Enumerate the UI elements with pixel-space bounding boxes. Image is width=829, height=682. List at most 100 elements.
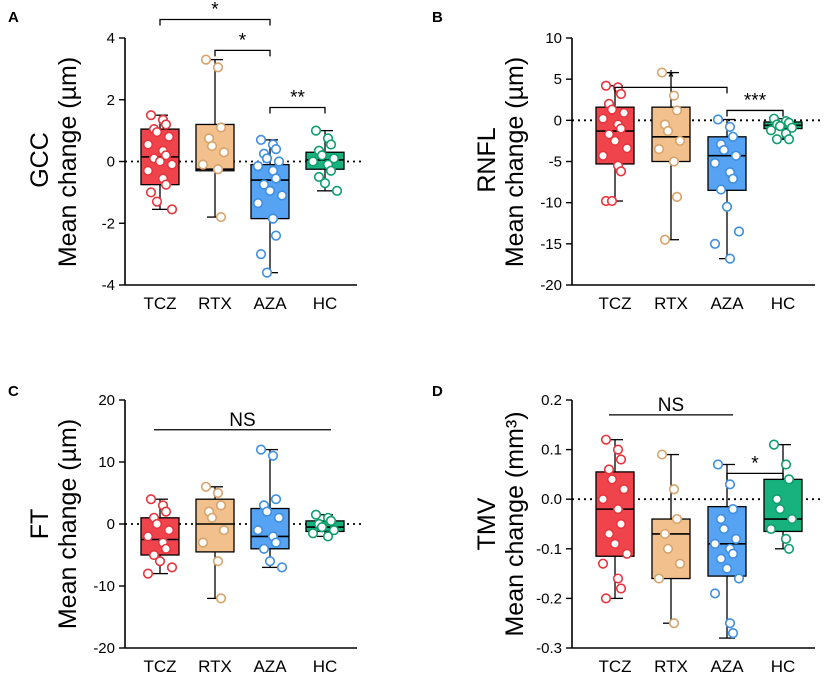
y-tick-label: -20: [93, 640, 115, 657]
data-point: [313, 171, 325, 183]
panel-letter: B: [432, 9, 443, 26]
data-point: [267, 450, 279, 461]
data-point: [328, 525, 340, 536]
x-tick-label: HC: [313, 657, 338, 676]
panel-letter: A: [8, 9, 19, 26]
y-axis-title: Mean change (mm³): [501, 411, 529, 636]
x-tick-label: AZA: [253, 294, 287, 313]
data-point: [603, 129, 615, 140]
data-point: [252, 198, 264, 209]
significance-label: **: [290, 87, 305, 108]
y-tick-label: -10: [540, 195, 562, 212]
y-axis-title: Mean change (µm): [54, 419, 82, 629]
y-tick-label: 0.0: [541, 491, 562, 508]
significance-bracket: [269, 106, 326, 114]
significance-bracket: [726, 472, 784, 480]
y-tick-label: -2: [102, 215, 115, 232]
data-point: [615, 166, 627, 177]
data-point: [674, 135, 686, 147]
data-point: [668, 90, 680, 101]
data-point: [145, 494, 157, 505]
significance-label: NS: [658, 395, 684, 416]
data-point: [774, 120, 786, 132]
data-point: [727, 548, 739, 559]
data-point: [160, 506, 172, 517]
data-point: [200, 54, 212, 65]
data-point: [618, 107, 630, 119]
panel-c: C FT Mean change (µm) -20 -10 0 10 20 TCZ RTX A…: [8, 383, 363, 676]
data-point: [316, 521, 328, 533]
data-point: [606, 474, 618, 485]
x-tick-label: HC: [771, 294, 796, 313]
data-point: [160, 150, 172, 161]
data-point: [600, 593, 612, 604]
data-point: [258, 543, 270, 554]
data-point: [771, 494, 783, 505]
x-tick-label: RTX: [198, 294, 232, 313]
x-tick-label: TCZ: [598, 657, 631, 676]
significance-bracket: [614, 86, 728, 94]
y-axis-title-top: RNFL: [473, 127, 501, 192]
data-point: [206, 512, 218, 523]
panel-letter: D: [432, 383, 443, 400]
data-point: [252, 525, 264, 536]
data-point: [709, 588, 721, 599]
data-point: [160, 179, 172, 190]
data-point: [774, 504, 786, 515]
data-point: [325, 515, 337, 527]
data-point: [197, 537, 209, 548]
data-point: [724, 253, 736, 264]
data-point: [718, 523, 730, 535]
data-point: [768, 439, 780, 450]
data-point: [600, 80, 612, 91]
data-point: [727, 504, 739, 515]
data-point: [615, 518, 627, 530]
data-point: [325, 165, 337, 176]
data-point: [674, 558, 686, 569]
data-point: [724, 479, 736, 490]
data-point: [612, 504, 624, 515]
data-point: [668, 484, 680, 495]
panel-b: B RNFL Mean change (µm) -20 -15 -10 -5 0 5 10 T…: [432, 9, 821, 313]
data-point: [273, 512, 285, 523]
data-point: [765, 125, 777, 136]
data-point: [273, 156, 285, 167]
data-point: [258, 179, 270, 190]
data-point: [606, 104, 618, 115]
data-point: [325, 139, 337, 150]
data-point: [218, 147, 230, 158]
data-point: [163, 525, 175, 536]
x-tick-label: AZA: [710, 294, 744, 313]
data-point: [148, 549, 160, 561]
y-tick-label: -20: [540, 277, 562, 294]
data-point: [160, 119, 172, 130]
y-tick-label: -0.3: [536, 640, 562, 657]
data-point: [712, 114, 724, 125]
data-point: [606, 195, 618, 207]
data-point: [252, 161, 264, 172]
data-point: [786, 513, 798, 525]
data-point: [267, 213, 279, 224]
data-point: [264, 185, 276, 196]
data-point: [600, 434, 612, 445]
data-point: [656, 449, 668, 460]
y-axis-title-top: FT: [26, 509, 54, 540]
x-tick-label: HC: [313, 294, 338, 313]
y-tick-label: 0: [107, 154, 115, 171]
data-point: [659, 528, 671, 540]
data-point: [142, 568, 154, 579]
data-point: [255, 134, 267, 145]
y-axis-title-top: TMV: [473, 497, 501, 550]
data-point: [721, 201, 733, 212]
significance-label: *: [751, 453, 759, 474]
data-point: [609, 538, 621, 549]
x-tick-label: RTX: [654, 657, 688, 676]
data-point: [709, 238, 721, 249]
plot-area: -20 -10 0 10 20 TCZ RTX AZA HC NS: [93, 392, 363, 676]
x-tick-label: RTX: [654, 294, 688, 313]
x-tick-label: AZA: [710, 657, 744, 676]
data-point: [322, 531, 334, 542]
y-tick-label: 0: [107, 516, 115, 533]
